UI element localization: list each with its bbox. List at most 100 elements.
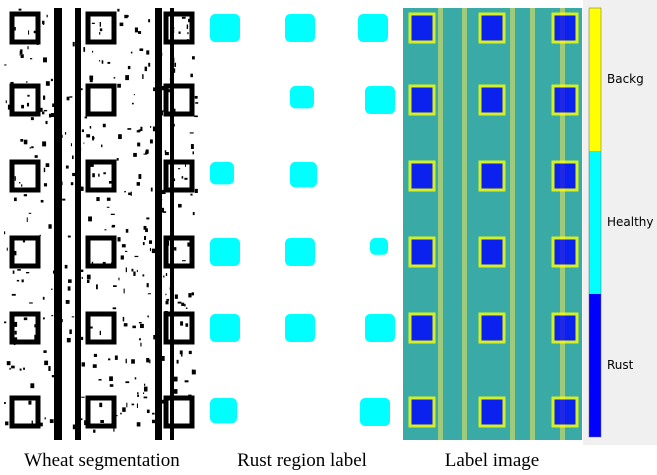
plot-outline [410, 14, 434, 42]
speck [110, 384, 114, 387]
speck [93, 364, 97, 368]
speck [103, 172, 105, 174]
speck [92, 51, 93, 53]
rust-region [210, 162, 234, 184]
speck [41, 200, 44, 203]
speck [10, 82, 13, 86]
speck [187, 39, 189, 40]
speck [92, 23, 95, 24]
speck [101, 145, 102, 148]
speck [55, 257, 57, 261]
speck [122, 244, 126, 247]
speck [160, 87, 164, 90]
speck [133, 153, 137, 157]
speck [55, 103, 57, 106]
speck [19, 54, 20, 55]
speck [115, 355, 118, 359]
speck [126, 359, 127, 364]
speck [135, 377, 137, 379]
speck [159, 310, 161, 314]
speck [60, 42, 62, 44]
plot-outline [480, 162, 504, 190]
speck [26, 81, 28, 82]
speck [82, 362, 85, 366]
speck [165, 152, 169, 155]
speck [195, 102, 198, 104]
speck [28, 30, 29, 34]
speck [126, 267, 127, 272]
speck [13, 251, 16, 255]
speck [132, 404, 135, 406]
speck [159, 431, 162, 434]
speck [89, 76, 93, 80]
stripe [75, 8, 81, 440]
speck [191, 144, 194, 149]
speck [96, 197, 99, 201]
speck [180, 321, 183, 325]
speck [164, 311, 167, 312]
speck [17, 161, 19, 164]
speck [159, 425, 160, 430]
speck [42, 112, 44, 115]
speck [118, 134, 122, 139]
speck [13, 270, 15, 273]
speck [71, 143, 72, 146]
speck [43, 57, 47, 62]
plot-outline [480, 238, 504, 266]
speck [192, 56, 195, 59]
speck [131, 359, 135, 363]
speck [170, 356, 172, 359]
speck [173, 178, 175, 181]
speck [152, 413, 154, 415]
speck [160, 110, 163, 114]
speck [82, 277, 83, 279]
speck [4, 402, 6, 404]
rust-region [365, 86, 395, 114]
speck [157, 384, 158, 388]
speck [49, 114, 51, 118]
speck [50, 419, 54, 423]
speck [20, 139, 23, 142]
speck [107, 207, 110, 208]
speck [187, 242, 190, 246]
speck [27, 95, 29, 97]
speck [113, 427, 114, 431]
rust-region [290, 162, 317, 187]
speck [163, 211, 167, 213]
speck [46, 163, 50, 167]
speck [161, 199, 162, 200]
speck [156, 283, 159, 287]
speck [88, 216, 92, 221]
speck [26, 272, 29, 273]
speck [135, 256, 139, 257]
speck [190, 194, 192, 196]
speck [6, 100, 7, 103]
plot-outline [480, 86, 504, 114]
speck [185, 380, 189, 382]
speck [121, 255, 124, 259]
speck [190, 74, 193, 78]
plot-outline [410, 86, 434, 114]
speck [48, 366, 50, 371]
speck [75, 396, 78, 400]
speck [147, 410, 150, 413]
speck [151, 188, 153, 192]
speck [30, 383, 34, 388]
speck [175, 294, 178, 298]
speck [94, 354, 97, 357]
speck [52, 103, 55, 107]
speck [83, 47, 85, 52]
speck [51, 315, 53, 316]
speck [83, 143, 84, 144]
speck [117, 9, 119, 12]
speck [44, 183, 47, 186]
rust-region [285, 14, 315, 42]
speck [72, 156, 74, 160]
speck [157, 347, 160, 350]
speck [134, 94, 135, 95]
speck [182, 176, 184, 178]
speck [76, 243, 79, 246]
speck [31, 146, 33, 148]
speck [8, 105, 10, 110]
speck [146, 149, 149, 153]
